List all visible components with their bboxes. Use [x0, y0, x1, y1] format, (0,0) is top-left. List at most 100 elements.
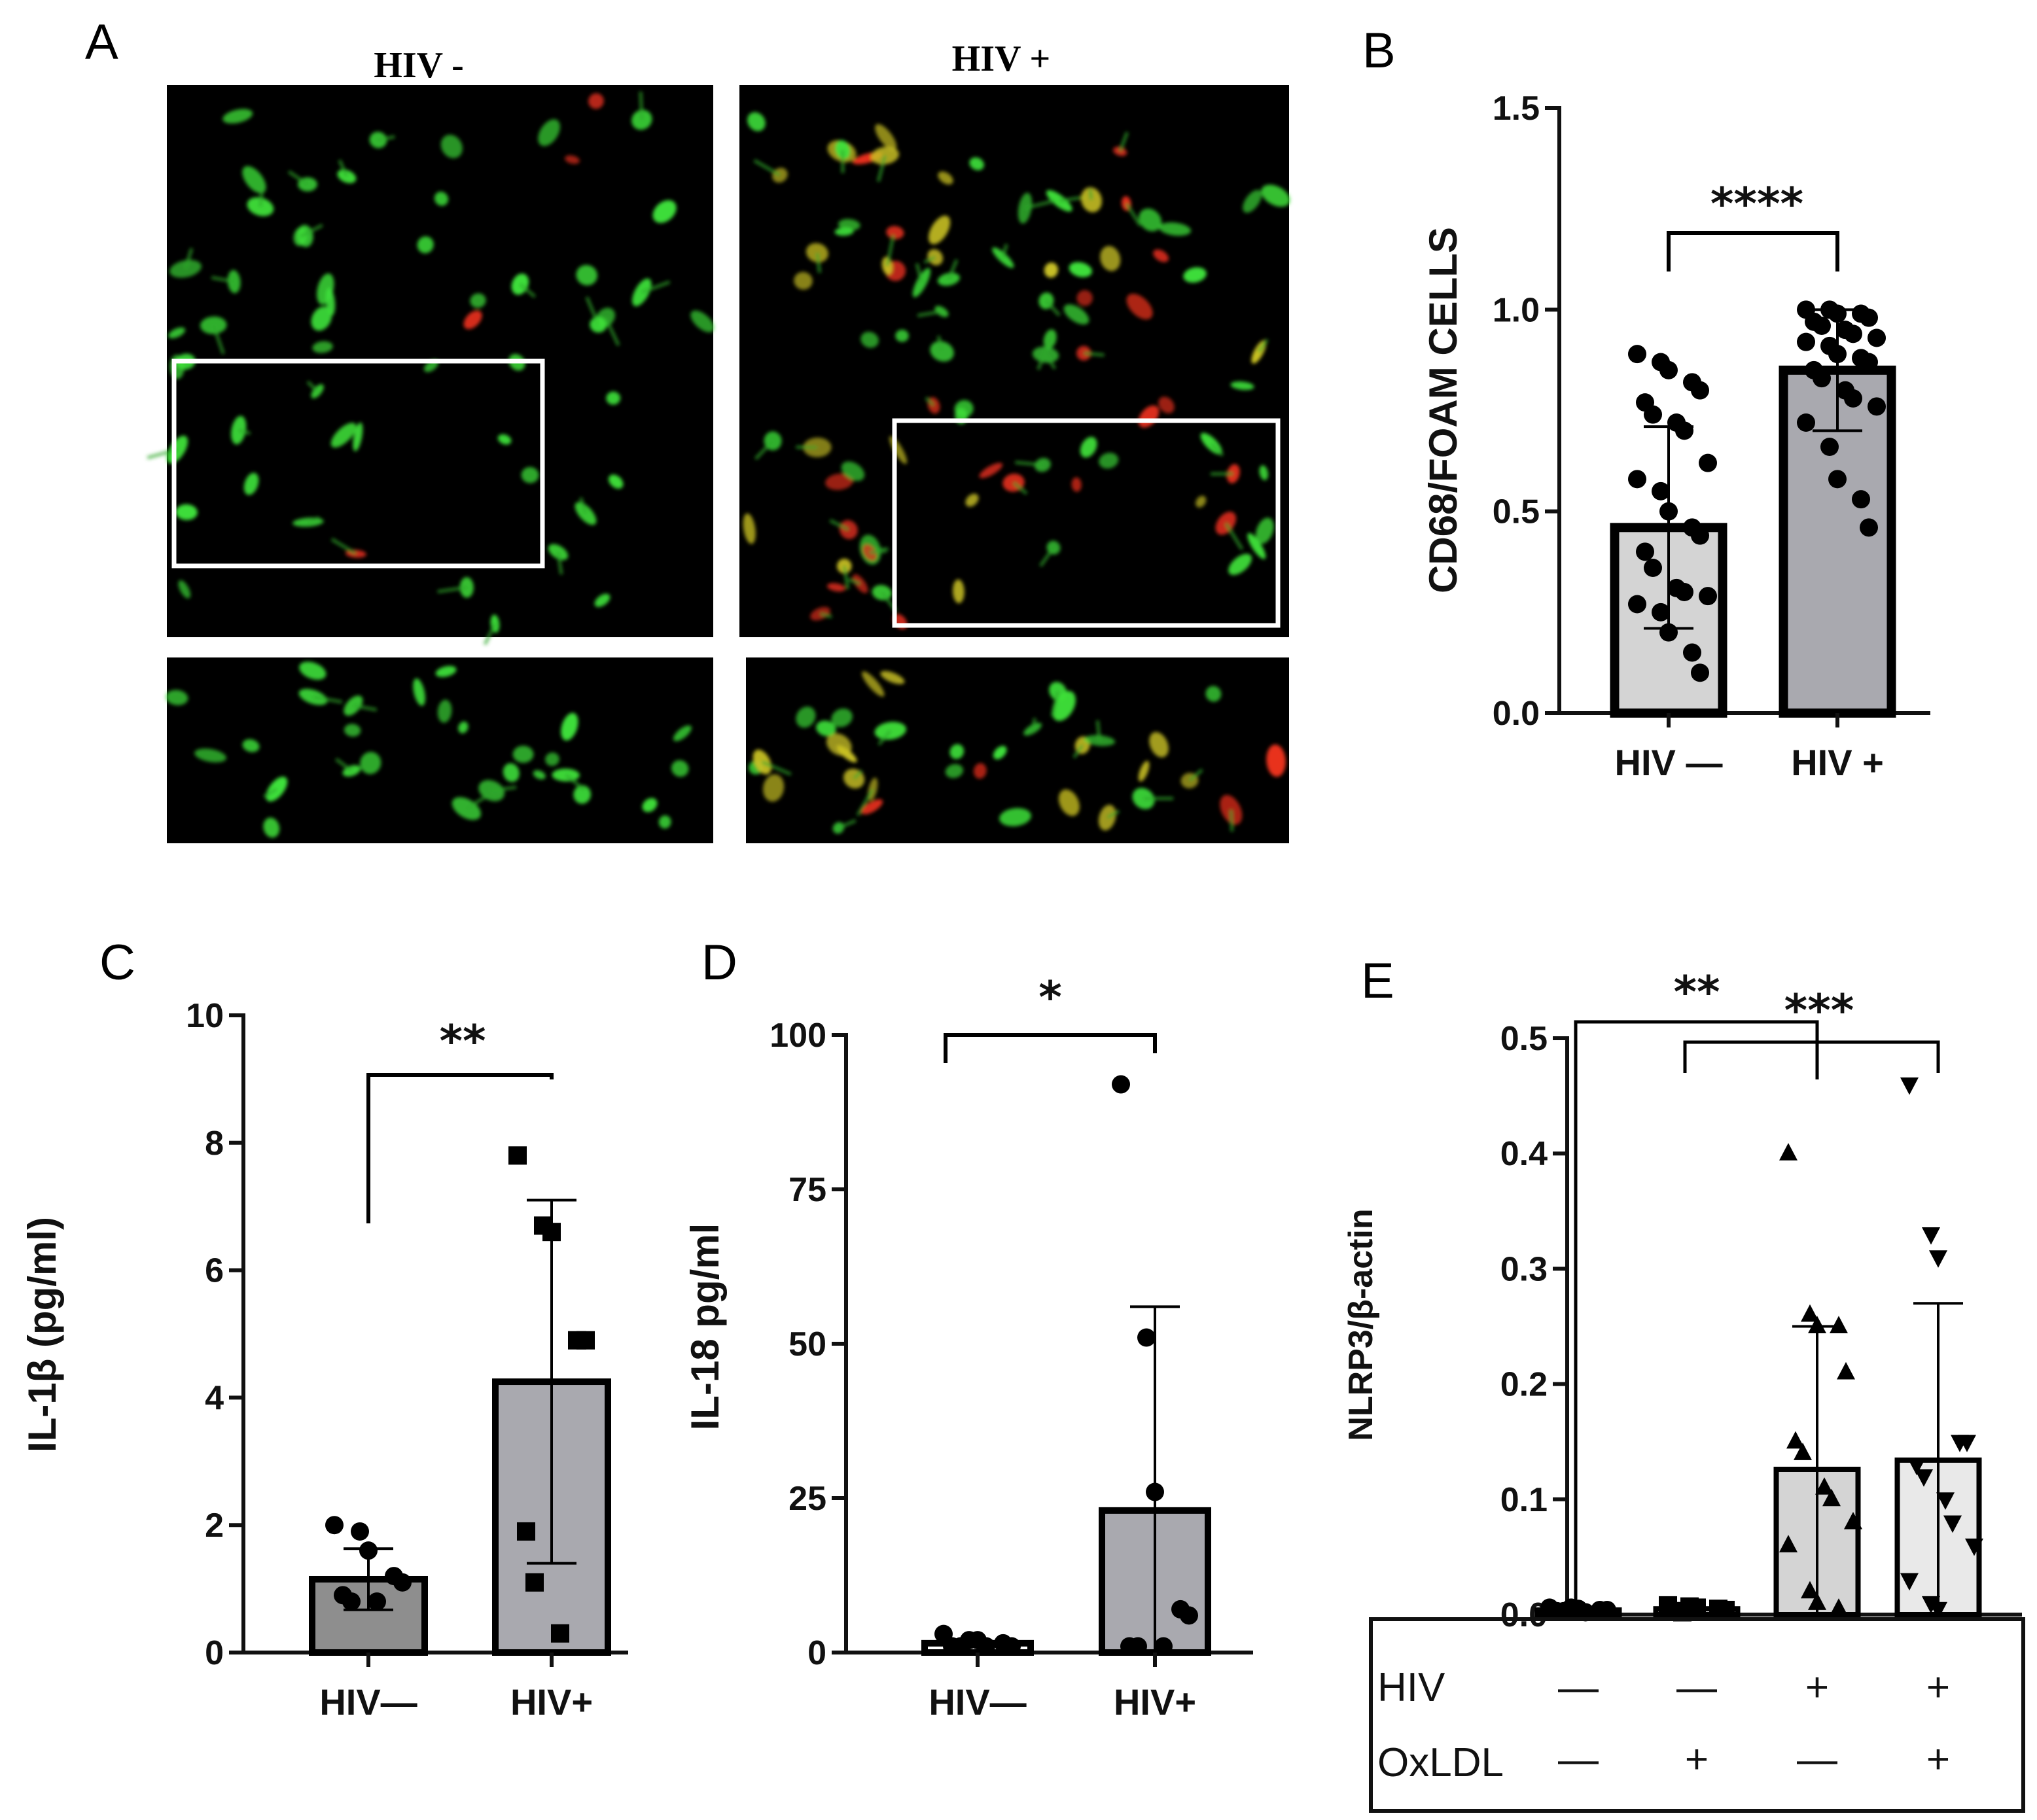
- cell-process: [556, 551, 563, 575]
- table-row-label-oxldl: OxLDL: [1377, 1740, 1504, 1785]
- micrograph-hiv-positive-zoom-cells: [749, 671, 1286, 834]
- y-tick-label: 2: [205, 1507, 224, 1545]
- data-point: [1929, 1250, 1947, 1268]
- data-point: [1794, 1443, 1812, 1460]
- cell: [1044, 262, 1059, 278]
- cell-process: [1125, 202, 1142, 227]
- cell: [1158, 396, 1175, 413]
- cell-process: [1024, 199, 1055, 210]
- data-point: [1801, 1581, 1819, 1599]
- significance-label: ***: [1784, 985, 1854, 1037]
- x-tick-label: HIV+: [510, 1681, 593, 1723]
- cell-process: [1229, 809, 1234, 832]
- micrograph-hiv-negative-zoom: [167, 657, 713, 843]
- cell: [353, 422, 363, 451]
- cell: [861, 799, 883, 814]
- data-point: [1576, 1603, 1595, 1622]
- cell: [608, 474, 624, 489]
- cell: [533, 770, 546, 780]
- data-point: [1900, 1077, 1919, 1095]
- cell-process: [306, 380, 319, 393]
- cell: [565, 155, 580, 164]
- table-cell: +: [1685, 1737, 1709, 1782]
- panel-b: B CD68/FOAM CELLS 0.0 0.5 1.0 1.5 HIV — HIV +…: [1362, 23, 1930, 783]
- cell: [816, 720, 836, 737]
- x-tick-label: HIV —: [1615, 742, 1723, 783]
- y-tick-label: 1.5: [1493, 90, 1540, 128]
- cell-process: [238, 429, 251, 436]
- cell-process: [815, 253, 822, 273]
- data-point: [1929, 1601, 1947, 1620]
- cell: [796, 707, 816, 728]
- cell-process: [819, 612, 832, 619]
- data-point: [1837, 1361, 1855, 1380]
- cell: [690, 310, 715, 332]
- data-point: [1628, 470, 1646, 489]
- cell: [178, 580, 191, 599]
- panel-a-title-left: HIV -: [374, 45, 463, 86]
- panel-c-label: C: [99, 935, 135, 990]
- table-cell: —: [1676, 1665, 1717, 1710]
- cell: [1149, 731, 1169, 758]
- data-point: [1555, 1601, 1573, 1620]
- cell: [573, 785, 592, 804]
- data-point: [1828, 345, 1847, 364]
- data-point: [1691, 526, 1709, 545]
- cell: [979, 463, 1003, 478]
- data-point: [1860, 518, 1878, 537]
- cell: [417, 236, 434, 254]
- cell: [175, 504, 198, 521]
- data-point: [1822, 1488, 1841, 1507]
- cell: [588, 93, 604, 109]
- data-point: [1628, 595, 1646, 614]
- panel-b-label: B: [1362, 23, 1396, 79]
- cell-process: [838, 818, 857, 830]
- data-point: [368, 1592, 386, 1611]
- significance-bracket: [944, 1033, 1157, 1063]
- data-point: [1652, 481, 1670, 500]
- cell-process: [915, 263, 923, 283]
- cell: [1076, 290, 1093, 306]
- data-point: [1129, 1637, 1147, 1656]
- data-point: [1644, 559, 1662, 577]
- cell-process: [936, 335, 944, 352]
- condition-table: [1369, 1617, 2025, 1813]
- cell-process: [437, 586, 467, 593]
- cell: [880, 671, 905, 684]
- data-point: [951, 1637, 970, 1656]
- panel-e-y-axis-label: NLRP3/β-actin: [1342, 1208, 1380, 1441]
- cell: [1035, 458, 1051, 472]
- cell: [826, 583, 846, 592]
- cell: [545, 752, 559, 766]
- cell: [1153, 249, 1169, 262]
- cell: [652, 200, 677, 223]
- cell: [949, 744, 965, 760]
- panel-a-title-right: HIV +: [952, 39, 1051, 79]
- cell: [1080, 436, 1097, 458]
- cell-process: [299, 223, 323, 238]
- cell: [1228, 553, 1252, 575]
- y-tick-label: 0.3: [1500, 1250, 1548, 1288]
- cell-process: [1001, 243, 1008, 258]
- cell-process: [491, 785, 517, 792]
- cell-process: [1036, 338, 1052, 370]
- cell: [886, 226, 904, 239]
- cell-process: [1224, 522, 1244, 551]
- data-point: [542, 1223, 561, 1242]
- x-tick-label: HIV—: [319, 1681, 417, 1723]
- data-point: [1813, 317, 1831, 335]
- cell: [965, 493, 979, 507]
- data-point: [1598, 1600, 1616, 1619]
- panel-b-chart: 0.0 0.5 1.0 1.5 HIV — HIV + ****: [1493, 90, 1930, 783]
- data-point: [351, 1522, 369, 1541]
- data-point: [1844, 389, 1862, 408]
- significance-label: **: [439, 1016, 486, 1068]
- cell-process: [869, 549, 887, 555]
- cell: [344, 724, 361, 737]
- data-point: [576, 1331, 595, 1350]
- cell: [242, 166, 266, 194]
- cell: [299, 661, 327, 680]
- significance-label: ****: [1710, 179, 1803, 230]
- cell: [810, 606, 830, 621]
- cell-process: [579, 497, 588, 514]
